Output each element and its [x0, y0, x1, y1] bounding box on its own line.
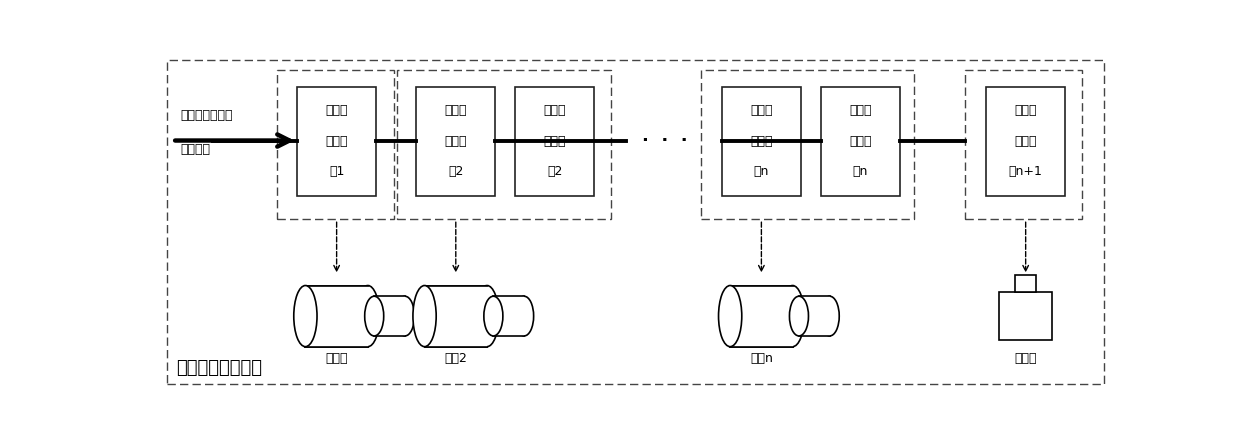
Bar — [374, 296, 405, 336]
Ellipse shape — [356, 285, 379, 347]
Text: 关节n: 关节n — [750, 352, 773, 365]
Text: 无线能: 无线能 — [445, 104, 467, 117]
Ellipse shape — [515, 296, 533, 336]
Text: 无线能: 无线能 — [325, 104, 348, 117]
Text: 量发射: 量发射 — [849, 135, 872, 148]
Text: 灆n: 灆n — [853, 165, 868, 178]
Bar — [722, 87, 801, 195]
Bar — [494, 296, 525, 336]
Ellipse shape — [718, 285, 742, 347]
Bar — [1016, 275, 1037, 292]
Text: 首关节: 首关节 — [325, 352, 348, 365]
Text: 无线能: 无线能 — [543, 104, 565, 117]
Ellipse shape — [294, 285, 317, 347]
Bar — [397, 70, 610, 219]
Bar — [799, 296, 830, 336]
Bar — [821, 87, 900, 195]
Ellipse shape — [781, 285, 805, 347]
Bar — [999, 292, 1052, 340]
Bar — [965, 70, 1083, 219]
Bar — [424, 285, 487, 347]
Text: 电源输入: 电源输入 — [180, 142, 210, 156]
Text: 未关节: 未关节 — [1014, 352, 1037, 365]
Text: ·  ·  ·: · · · — [641, 131, 687, 149]
Bar — [298, 87, 376, 195]
Ellipse shape — [396, 296, 414, 336]
Ellipse shape — [413, 285, 436, 347]
Text: 量接收: 量接收 — [445, 135, 467, 148]
Ellipse shape — [365, 296, 383, 336]
Bar — [277, 70, 394, 219]
Bar — [701, 70, 914, 219]
Text: 航天器或空间站: 航天器或空间站 — [180, 108, 232, 122]
Text: 灆2: 灆2 — [547, 165, 563, 178]
Text: 无线能: 无线能 — [750, 104, 773, 117]
Text: 无线能: 无线能 — [1014, 104, 1037, 117]
Text: 端1: 端1 — [329, 165, 345, 178]
Text: 灆2: 灆2 — [448, 165, 464, 178]
Ellipse shape — [475, 285, 498, 347]
Ellipse shape — [820, 296, 839, 336]
Ellipse shape — [484, 296, 503, 336]
Text: 灆n: 灆n — [754, 165, 769, 178]
Bar — [730, 285, 792, 347]
Bar — [417, 87, 495, 195]
Text: 量接收: 量接收 — [1014, 135, 1037, 148]
Ellipse shape — [790, 296, 808, 336]
Text: 灆n+1: 灆n+1 — [1008, 165, 1043, 178]
Text: 关节2: 关节2 — [444, 352, 467, 365]
Text: 量接收: 量接收 — [750, 135, 773, 148]
Text: 无线能: 无线能 — [849, 104, 872, 117]
Text: 量发射: 量发射 — [543, 135, 565, 148]
Bar — [986, 87, 1065, 195]
Text: 可重构空间机械臂: 可重构空间机械臂 — [176, 359, 262, 377]
Bar — [516, 87, 594, 195]
Text: 量发射: 量发射 — [325, 135, 348, 148]
Bar — [305, 285, 368, 347]
